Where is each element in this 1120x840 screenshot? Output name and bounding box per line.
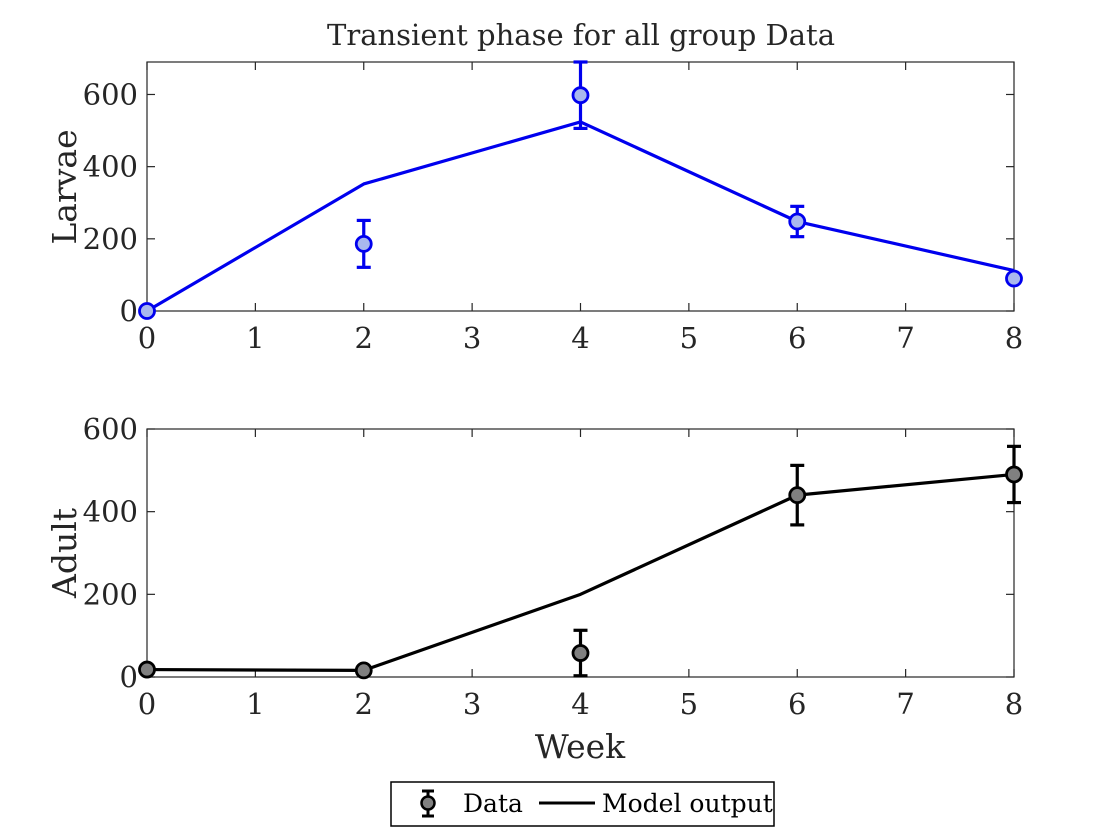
x-tick-label: 3	[463, 687, 481, 721]
x-tick-label: 1	[246, 321, 264, 355]
y-tick-label: 0	[120, 660, 138, 694]
larvae-panel: Transient phase for all group Data Larva…	[45, 18, 1023, 355]
data-point	[571, 644, 590, 662]
y-tick-label: 600	[83, 77, 138, 111]
data-point	[571, 86, 590, 105]
data-point	[354, 661, 373, 680]
legend-label-model-output: Model output	[602, 789, 773, 818]
data-point	[788, 486, 807, 505]
y-tick-label: 200	[83, 577, 138, 611]
y-tick-label: 400	[83, 495, 138, 529]
x-tick-label: 4	[571, 321, 589, 355]
legend: Data Model output	[390, 781, 775, 827]
y-tick-label: 0	[120, 294, 138, 328]
data-point	[1005, 269, 1023, 288]
x-tick-label: 0	[138, 687, 156, 721]
x-tick-label: 7	[896, 687, 914, 721]
x-tick-label: 0	[138, 321, 156, 355]
x-axis-label: Week	[535, 727, 626, 766]
data-point	[138, 302, 156, 320]
model-output-line	[146, 472, 1015, 672]
x-tick-label: 4	[571, 687, 589, 721]
x-tick-label: 7	[896, 321, 914, 355]
chart-title: Transient phase for all group Data	[327, 18, 835, 52]
x-tick-label: 1	[246, 687, 264, 721]
y-tick-label: 600	[83, 412, 138, 446]
x-tick-label: 8	[1005, 687, 1023, 721]
x-tick-label: 6	[788, 687, 806, 721]
data-point	[354, 234, 373, 253]
data-point	[788, 212, 807, 231]
data-point	[138, 660, 156, 679]
legend-label-data: Data	[463, 789, 523, 818]
y-tick-label: 200	[83, 222, 138, 256]
x-tick-label: 2	[355, 687, 373, 721]
y-axis-label: Adult	[45, 508, 84, 599]
x-tick-label: 5	[680, 321, 698, 355]
x-tick-label: 3	[463, 321, 481, 355]
x-tick-label: 6	[788, 321, 806, 355]
adult-panel: Adult Week 0 1 2 3 4 5 6 7 8 0 200 400 600	[45, 412, 1023, 766]
x-tick-label: 5	[680, 687, 698, 721]
x-tick-label: 2	[355, 321, 373, 355]
y-axis-label: Larvae	[45, 129, 84, 244]
data-point	[1005, 465, 1023, 484]
errorbar-marker-icon	[420, 789, 436, 818]
y-tick-label: 400	[83, 150, 138, 184]
x-tick-label: 8	[1005, 321, 1023, 355]
